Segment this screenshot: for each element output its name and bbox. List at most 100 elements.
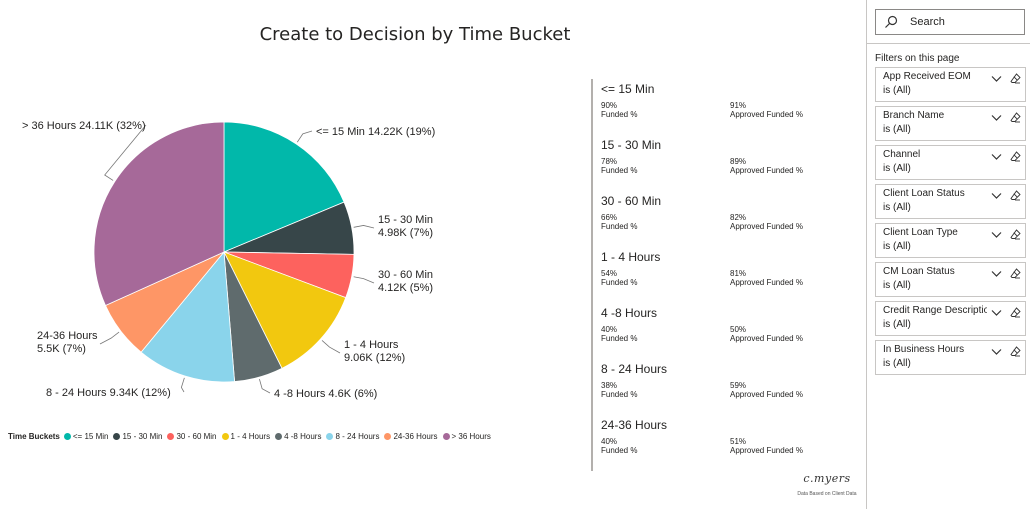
chevron-down-icon[interactable]: [991, 114, 1002, 122]
legend-label: 30 - 60 Min: [176, 432, 217, 441]
chevron-down-icon[interactable]: [991, 153, 1002, 161]
filter-card[interactable]: App Received EOM is (All): [875, 67, 1026, 102]
pie-slice[interactable]: [140, 250, 236, 383]
legend-swatch: [384, 433, 392, 440]
approved-funded-pct-label: Approved Funded %: [730, 446, 803, 455]
filter-search-box[interactable]: Search: [875, 9, 1025, 35]
filter-name: Channel: [883, 149, 921, 160]
legend-swatch: [167, 433, 175, 440]
filters-heading: Filters on this page: [875, 53, 960, 64]
funded-pct-label: Funded %: [601, 446, 638, 455]
eraser-icon[interactable]: [1010, 268, 1021, 279]
filter-state: is (All): [883, 319, 911, 330]
approved-funded-pct-value: 82%: [730, 213, 747, 222]
filter-state: is (All): [883, 85, 911, 96]
card-title: 24-36 Hours: [601, 418, 668, 432]
leader-line: [104, 124, 147, 181]
filter-pane: Search Filters on this page App Received…: [866, 0, 1030, 509]
filter-state: is (All): [883, 280, 911, 291]
legend-item[interactable]: 1 - 4 Hours: [221, 432, 271, 441]
chevron-down-icon[interactable]: [991, 270, 1002, 278]
funded-pct-label: Funded %: [601, 110, 638, 119]
approved-funded-pct-label: Approved Funded %: [730, 166, 803, 175]
slice-label-value: 4.98K (7%): [378, 227, 433, 239]
funded-pct-label: Funded %: [601, 166, 638, 175]
legend-label: <= 15 Min: [72, 432, 109, 441]
chevron-down-icon[interactable]: [991, 192, 1002, 200]
funded-pct-label: Funded %: [601, 222, 638, 231]
legend-label: 4 -8 Hours: [284, 432, 322, 441]
legend-swatch: [442, 433, 450, 440]
filter-card[interactable]: Branch Name is (All): [875, 106, 1026, 141]
approved-funded-pct-value: 51%: [730, 437, 747, 446]
legend-label: 24-36 Hours: [393, 432, 438, 441]
eraser-icon[interactable]: [1010, 307, 1021, 318]
filter-name: CM Loan Status: [883, 266, 955, 277]
approved-funded-pct-value: 89%: [730, 157, 747, 166]
filter-card[interactable]: Channel is (All): [875, 145, 1026, 180]
funded-pct-value: 38%: [601, 381, 618, 390]
author-credit: c.myers Data Based on Client Data: [792, 472, 862, 497]
funded-pct-value: 40%: [601, 437, 618, 446]
card-title: 15 - 30 Min: [601, 138, 662, 152]
chevron-down-icon[interactable]: [991, 231, 1002, 239]
filter-state: is (All): [883, 202, 911, 213]
slice-label: > 36 Hours 24.11K (32%): [22, 120, 146, 132]
approved-funded-pct-value: 50%: [730, 325, 747, 334]
approved-funded-pct-label: Approved Funded %: [730, 222, 803, 231]
card-title: 1 - 4 Hours: [601, 250, 661, 264]
leader-line: [180, 377, 185, 393]
filter-card[interactable]: Client Loan Status is (All): [875, 184, 1026, 219]
legend-label: > 36 Hours: [451, 432, 491, 441]
funded-pct-value: 78%: [601, 157, 618, 166]
metric-card: 24-36 Hours 40% Funded % 51% Approved Fund…: [591, 415, 857, 471]
eraser-icon[interactable]: [1010, 229, 1021, 240]
chevron-down-icon[interactable]: [991, 348, 1002, 356]
chart-title: Create to Decision by Time Bucket: [259, 24, 571, 45]
metric-card: 30 - 60 Min 66% Funded % 82% Approved Fund…: [591, 191, 857, 247]
eraser-icon[interactable]: [1010, 112, 1021, 123]
legend-title: Time Buckets: [8, 432, 60, 441]
filter-card[interactable]: Client Loan Type is (All): [875, 223, 1026, 258]
filter-name: In Business Hours: [883, 344, 965, 355]
legend-item[interactable]: > 36 Hours: [442, 432, 491, 441]
eraser-icon[interactable]: [1010, 73, 1021, 84]
chevron-down-icon[interactable]: [991, 75, 1002, 83]
filter-state: is (All): [883, 358, 911, 369]
filter-name: Client Loan Type: [883, 227, 958, 238]
leader-line: [321, 340, 341, 354]
legend-item[interactable]: 8 - 24 Hours: [326, 432, 379, 441]
funded-pct-label: Funded %: [601, 390, 638, 399]
legend-item[interactable]: 30 - 60 Min: [167, 432, 217, 441]
filter-card[interactable]: In Business Hours is (All): [875, 340, 1026, 375]
search-icon: [885, 15, 898, 28]
slice-label: 24-36 Hours: [37, 330, 98, 342]
approved-funded-pct-label: Approved Funded %: [730, 278, 803, 287]
approved-funded-pct-value: 59%: [730, 381, 747, 390]
legend-item[interactable]: 4 -8 Hours: [275, 432, 321, 441]
slice-label: 15 - 30 Min: [378, 214, 433, 226]
legend-label: 1 - 4 Hours: [230, 432, 271, 441]
legend-item[interactable]: 15 - 30 Min: [113, 432, 162, 441]
pie-slice[interactable]: [223, 251, 347, 369]
filter-name: Branch Name: [883, 110, 945, 121]
filter-name: App Received EOM: [883, 71, 971, 82]
approved-funded-pct-label: Approved Funded %: [730, 110, 803, 119]
approved-funded-pct-label: Approved Funded %: [730, 334, 803, 343]
eraser-icon[interactable]: [1010, 190, 1021, 201]
metric-cards: <= 15 Min 90% Funded % 91% Approved Funded…: [591, 79, 857, 471]
filter-card[interactable]: CM Loan Status is (All): [875, 262, 1026, 297]
pie-slice[interactable]: [93, 121, 225, 307]
filter-state: is (All): [883, 124, 911, 135]
filter-card[interactable]: Credit Range Description is (All): [875, 301, 1026, 336]
card-title: <= 15 Min: [601, 82, 655, 96]
pie-slice[interactable]: [223, 121, 345, 253]
leader-line: [353, 225, 375, 229]
legend-item[interactable]: <= 15 Min: [63, 432, 109, 441]
funded-pct-value: 54%: [601, 269, 618, 278]
eraser-icon[interactable]: [1010, 346, 1021, 357]
chevron-down-icon[interactable]: [991, 309, 1002, 317]
eraser-icon[interactable]: [1010, 151, 1021, 162]
legend-item[interactable]: 24-36 Hours: [384, 432, 438, 441]
